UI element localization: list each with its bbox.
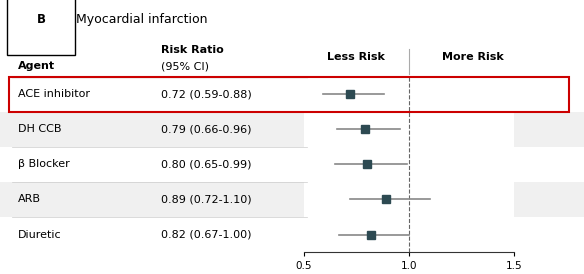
- Text: Myocardial infarction: Myocardial infarction: [76, 13, 207, 26]
- Text: ACE inhibitor: ACE inhibitor: [18, 89, 89, 99]
- Text: 0.89 (0.72-1.10): 0.89 (0.72-1.10): [161, 195, 251, 204]
- Text: 0.79 (0.66-0.96): 0.79 (0.66-0.96): [161, 124, 251, 134]
- Text: Diuretic: Diuretic: [18, 230, 61, 239]
- Text: 0.82 (0.67-1.00): 0.82 (0.67-1.00): [161, 230, 251, 239]
- Text: DH CCB: DH CCB: [18, 124, 61, 134]
- Text: ARB: ARB: [18, 195, 40, 204]
- Text: Agent: Agent: [18, 61, 55, 71]
- Text: 0.72 (0.59-0.88): 0.72 (0.59-0.88): [161, 89, 251, 99]
- Text: (95% CI): (95% CI): [161, 61, 208, 71]
- Text: β Blocker: β Blocker: [18, 159, 69, 169]
- Text: Risk Ratio: Risk Ratio: [161, 45, 223, 55]
- Text: 0.80 (0.65-0.99): 0.80 (0.65-0.99): [161, 159, 251, 169]
- Text: B: B: [36, 13, 46, 26]
- Text: More Risk: More Risk: [442, 52, 504, 62]
- Text: Less Risk: Less Risk: [327, 52, 385, 62]
